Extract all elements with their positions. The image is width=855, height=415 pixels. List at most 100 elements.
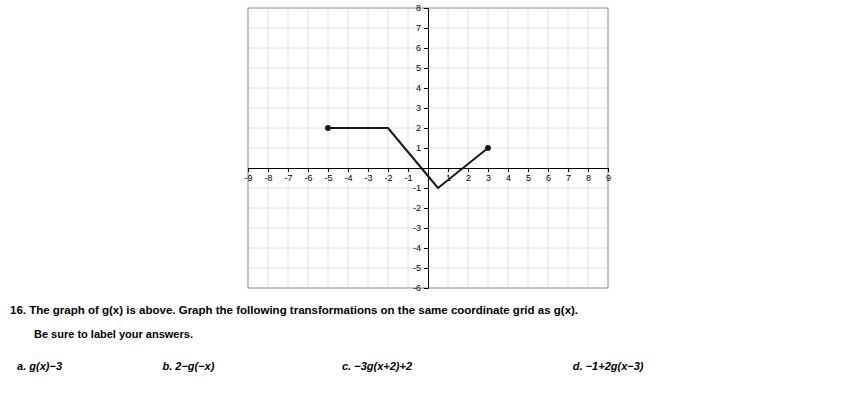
x-tick-label: -7: [284, 173, 292, 183]
chart: -9-8-7-6-5-4-3-2-1123456789-6-5-4-3-2-11…: [0, 0, 855, 415]
x-tick-mark: [488, 168, 489, 172]
x-tick-mark: [288, 168, 289, 172]
y-tick-mark: [424, 188, 428, 189]
x-tick: -8: [264, 168, 272, 183]
x-tick-mark: [508, 168, 509, 172]
annotation: d. −1+2g(x−3): [573, 360, 644, 372]
y-tick-mark: [424, 108, 428, 109]
y-tick: 6: [416, 43, 428, 53]
y-tick: -1: [413, 183, 428, 193]
y-tick: -5: [413, 263, 428, 273]
y-tick-mark: [424, 148, 428, 149]
x-tick-label: -2: [384, 173, 392, 183]
y-tick-label: 2: [416, 123, 421, 133]
annotation: b. 2−g(−x): [162, 360, 214, 372]
x-tick: 2: [466, 168, 471, 183]
y-tick: 2: [416, 123, 428, 133]
x-tick-label: -3: [364, 173, 372, 183]
x-tick: -7: [284, 168, 292, 183]
y-tick-mark: [424, 88, 428, 89]
x-tick-label: -4: [344, 173, 352, 183]
x-tick-label: 8: [586, 173, 591, 183]
y-tick-mark: [424, 28, 428, 29]
x-tick-mark: [588, 168, 589, 172]
y-tick: 5: [416, 63, 428, 73]
x-tick-mark: [248, 168, 249, 172]
y-tick: 7: [416, 23, 428, 33]
x-tick-label: -1: [404, 173, 412, 183]
x-tick-label: 4: [506, 173, 511, 183]
x-tick-mark: [608, 168, 609, 172]
subtitle: Be sure to label your answers.: [34, 328, 193, 340]
x-tick-mark: [348, 168, 349, 172]
x-tick: 7: [566, 168, 571, 183]
x-tick: -1: [404, 168, 412, 183]
x-tick: -5: [324, 168, 332, 183]
x-tick: -2: [384, 168, 392, 183]
annotation: a. g(x)−3: [17, 360, 62, 372]
x-tick: 4: [506, 168, 511, 183]
y-tick: -3: [413, 223, 428, 233]
x-tick-label: -5: [324, 173, 332, 183]
y-tick: 1: [416, 143, 428, 153]
x-tick-mark: [308, 168, 309, 172]
y-tick-mark: [424, 208, 428, 209]
y-tick-mark: [424, 288, 428, 289]
y-tick-label: 8: [416, 3, 421, 13]
y-tick-label: -1: [413, 183, 421, 193]
endpoint: [325, 125, 331, 131]
x-tick-label: 9: [606, 173, 611, 183]
x-tick-mark: [328, 168, 329, 172]
x-tick-label: -9: [244, 173, 252, 183]
y-tick: -4: [413, 243, 428, 253]
x-tick-label: -8: [264, 173, 272, 183]
grid: [248, 8, 608, 288]
y-axis-line: [424, 9, 429, 289]
y-tick-mark: [424, 8, 428, 9]
y-tick-label: 6: [416, 43, 421, 53]
x-tick-mark: [408, 168, 409, 172]
x-tick-mark: [448, 168, 449, 172]
x-tick: 9: [606, 168, 611, 183]
y-tick-label: 4: [416, 83, 421, 93]
x-tick: -3: [364, 168, 372, 183]
x-tick-mark: [268, 168, 269, 172]
y-tick-mark: [424, 68, 428, 69]
x-tick-label: 3: [486, 173, 491, 183]
x-tick-label: 7: [566, 173, 571, 183]
y-tick-mark: [424, 228, 428, 229]
x-tick: -6: [304, 168, 312, 183]
y-tick-label: -2: [413, 203, 421, 213]
y-tick-mark: [424, 128, 428, 129]
x-tick-label: 5: [526, 173, 531, 183]
title: 16. The graph of g(x) is above. Graph th…: [10, 304, 578, 316]
x-tick-label: 2: [466, 173, 471, 183]
y-tick-mark: [424, 48, 428, 49]
x-tick: 5: [526, 168, 531, 183]
y-tick: 3: [416, 103, 428, 113]
y-tick-label: 5: [416, 63, 421, 73]
x-tick-mark: [548, 168, 549, 172]
y-tick-label: 1: [416, 143, 421, 153]
y-tick-label: -5: [413, 263, 421, 273]
y-tick-label: -4: [413, 243, 421, 253]
y-tick: 4: [416, 83, 428, 93]
y-tick-label: 3: [416, 103, 421, 113]
plot-area: [325, 125, 491, 188]
x-tick-mark: [388, 168, 389, 172]
x-tick: -4: [344, 168, 352, 183]
x-tick-label: 6: [546, 173, 551, 183]
x-tick: 6: [546, 168, 551, 183]
x-tick: 8: [586, 168, 591, 183]
g-line: [328, 128, 488, 188]
y-tick-label: 7: [416, 23, 421, 33]
x-tick: -9: [244, 168, 252, 183]
x-tick-mark: [368, 168, 369, 172]
x-tick-mark: [568, 168, 569, 172]
y-tick-mark: [424, 268, 428, 269]
annotation: c. −3g(x+2)+2: [342, 360, 412, 372]
y-axis: -6-5-4-3-2-112345678: [413, 3, 429, 293]
y-tick-label: -3: [413, 223, 421, 233]
y-tick: -2: [413, 203, 428, 213]
endpoint: [485, 145, 491, 151]
